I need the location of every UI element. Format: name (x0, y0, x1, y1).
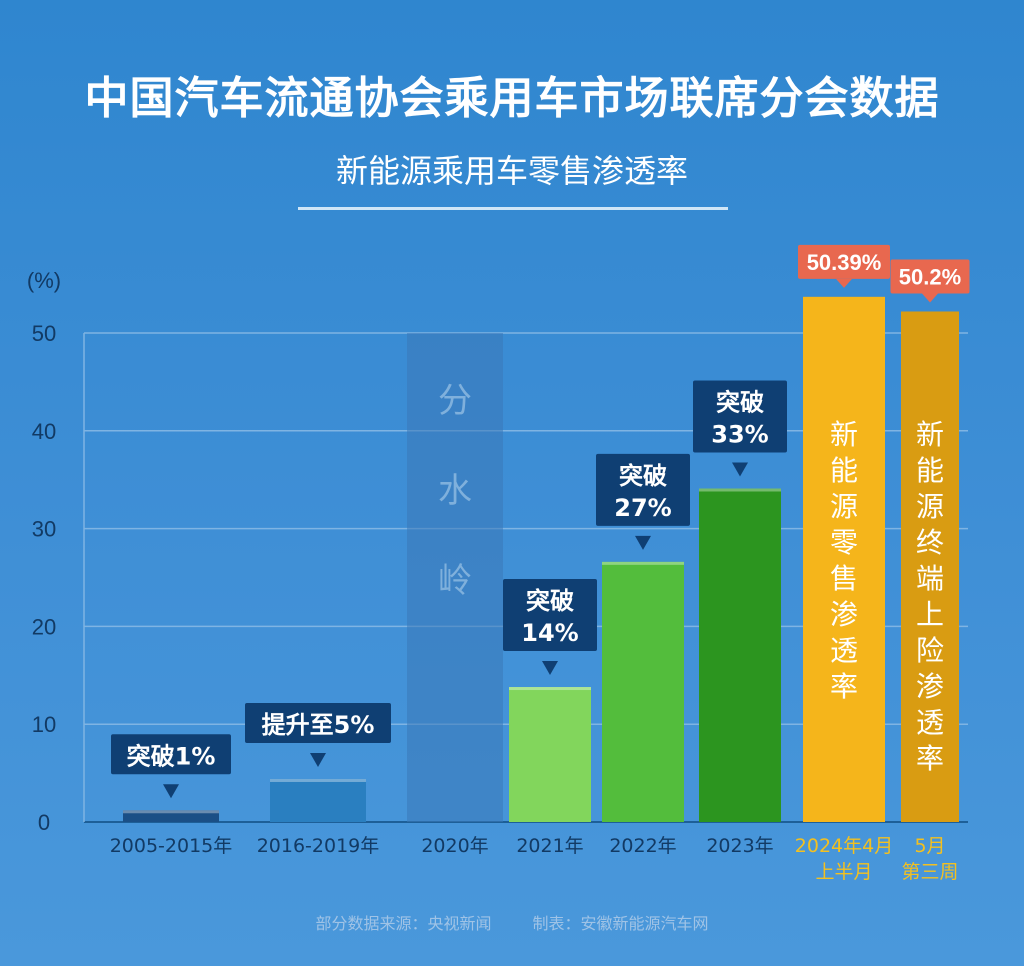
callout-box (111, 734, 231, 775)
x-tick-label: 上半月 (815, 861, 872, 883)
bar-inner-text: 透 (916, 706, 944, 739)
x-tick-label: 2022年 (609, 835, 676, 857)
bar-top-highlight (602, 561, 684, 565)
y-tick-label: 40 (32, 419, 56, 444)
bar-chart: 01020304050(%)分水岭新能源零售渗透率新能源终端上险渗透率突破1%提… (27, 244, 970, 883)
callout-label: 突破1% (127, 742, 216, 770)
bar-inner-text: 售 (830, 562, 858, 595)
bar-inner-text: 能 (830, 454, 858, 487)
bar-inner-text: 零 (830, 526, 858, 559)
bar-top-highlight (509, 687, 591, 691)
callout-label: 突破 (619, 462, 667, 490)
y-tick-label: 30 (32, 517, 56, 542)
x-tick-label: 第三周 (901, 861, 958, 883)
bar-inner-text: 终 (916, 526, 944, 559)
bar-inner-text: 岭 (438, 561, 472, 601)
x-tick-label: 2005-2015年 (110, 835, 233, 857)
x-tick-label: 2020年 (421, 835, 488, 857)
subtitle-underline (298, 207, 728, 210)
y-tick-label: 0 (38, 810, 50, 835)
bar-inner-text: 率 (830, 670, 858, 703)
bar-inner-text: 率 (916, 742, 944, 775)
bar (699, 488, 781, 822)
x-tick-label: 2023年 (706, 835, 773, 857)
bar-top-highlight (270, 778, 366, 782)
y-tick-label: 50 (32, 321, 56, 346)
value-tag (890, 259, 970, 294)
bar-inner-text: 源 (916, 490, 944, 523)
y-axis-label: (%) (27, 268, 61, 293)
bar (803, 296, 885, 823)
callout-pointer (542, 661, 558, 676)
x-tick-label: 2024年4月 (795, 835, 893, 857)
data-label: 50.2% (899, 264, 961, 289)
bar (270, 778, 366, 822)
bar-inner-text: 水 (438, 471, 472, 511)
bar-top-highlight (699, 488, 781, 492)
bar-inner-text: 端 (916, 562, 944, 595)
bar-inner-text: 能 (916, 454, 944, 487)
bar-inner-text: 源 (830, 490, 858, 523)
watershed-band (407, 333, 503, 822)
bar-top-highlight (123, 810, 219, 814)
callout-label: 突破 (716, 389, 764, 417)
callout-pointer (310, 752, 326, 767)
bar-inner-text: 险 (916, 634, 944, 667)
callout-box (596, 453, 690, 526)
bar-inner-text: 透 (830, 634, 858, 667)
bar-inner-text: 分 (438, 381, 472, 421)
x-tick-label: 2016-2019年 (257, 835, 380, 857)
page-title: 中国汽车流通协会乘用车市场联席分会数据 (84, 73, 940, 124)
callout-label: 突破 (526, 587, 574, 615)
bar-inner-text: 新 (916, 418, 944, 451)
footer-source: 部分数据来源：央视新闻 (315, 914, 492, 933)
callout-pointer (163, 784, 179, 799)
bar (901, 311, 959, 822)
bar-inner-text: 渗 (916, 670, 944, 703)
bar (123, 810, 219, 822)
callout-pointer (732, 462, 748, 477)
bar-inner-text: 渗 (830, 598, 858, 631)
callout-pointer (635, 535, 651, 550)
callout-box (245, 702, 391, 743)
y-tick-label: 10 (32, 712, 56, 737)
footer: 部分数据来源：央视新闻 制表：安徽新能源汽车网 (0, 910, 1024, 934)
bar-inner-text: 上 (916, 598, 944, 631)
callout-label: 33% (711, 421, 768, 449)
callout-label: 27% (614, 494, 671, 522)
value-tag-pointer (836, 278, 852, 288)
x-tick-label: 2021年 (516, 835, 583, 857)
x-tick-label: 5月 (914, 835, 945, 857)
data-label: 50.39% (807, 250, 882, 275)
value-tag-pointer (922, 293, 938, 303)
callout-box (503, 579, 597, 652)
callout-box (693, 380, 787, 453)
callout-label: 14% (521, 619, 578, 647)
chart-subtitle: 新能源乘用车零售渗透率 (335, 152, 688, 190)
bar (509, 687, 591, 822)
footer-maker: 制表：安徽新能源汽车网 (532, 914, 709, 933)
value-tag (798, 244, 890, 279)
y-tick-label: 20 (32, 614, 56, 639)
bar-inner-text: 新 (830, 418, 858, 451)
bar (602, 561, 684, 822)
callout-label: 提升至5% (262, 711, 375, 739)
